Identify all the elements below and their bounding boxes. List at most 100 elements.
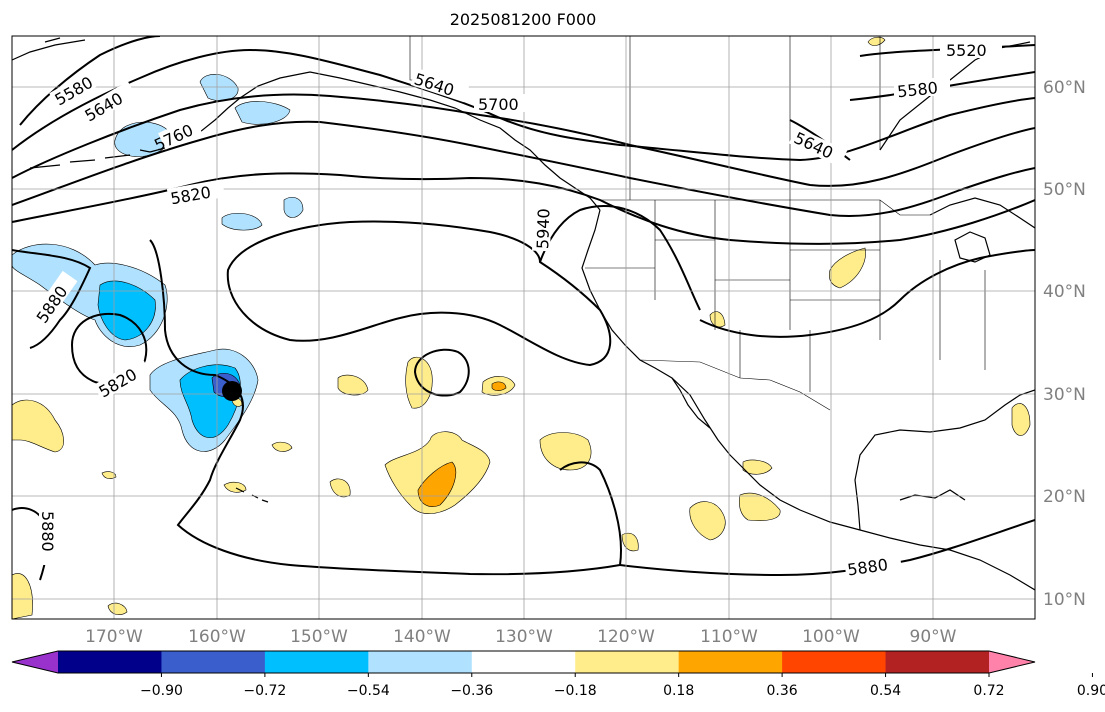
neg-region-gulf-small <box>199 74 239 101</box>
pos-region-n <box>867 36 886 46</box>
contour-label-5820-loop: 5820 <box>95 365 140 402</box>
colorbar-label: 0.90 <box>1077 683 1105 699</box>
pos-region-c-core <box>491 381 507 391</box>
height-contours <box>12 36 1035 581</box>
contour-5580-west <box>19 36 161 126</box>
storm-center-marker <box>222 381 242 401</box>
pos-region-a <box>337 374 369 396</box>
lat-label-50n: 50°N <box>1043 180 1086 200</box>
colorbar-label: −0.18 <box>554 683 597 699</box>
coast-yucatan <box>899 489 966 501</box>
colorbar-outline <box>11 650 1036 674</box>
neg-region-west-core <box>97 280 156 341</box>
colorbar-segment <box>264 651 369 673</box>
colorbar-segment <box>471 651 576 673</box>
contour-5520 <box>859 44 1035 57</box>
contour-label-5700: 5700 <box>478 95 519 114</box>
contour-5940-east <box>539 205 701 311</box>
coast-alaska <box>149 71 601 211</box>
lon-label-140w: 140°W <box>393 627 451 647</box>
shading-negative <box>12 74 304 452</box>
colorbar-segment <box>678 651 783 673</box>
colorbar-label: 0.72 <box>973 683 1004 699</box>
latitude-labels: 60°N 50°N 40°N 30°N 20°N 10°N <box>1043 78 1086 610</box>
lon-label-90w: 90°W <box>910 627 957 647</box>
lat-label-20n: 20°N <box>1043 487 1086 507</box>
colorbar-label: 0.54 <box>870 683 901 699</box>
contour-label-5880-south: 5880 <box>846 555 889 579</box>
lon-label-150w: 150°W <box>290 627 348 647</box>
coast-west-us <box>581 209 1035 591</box>
map-frame <box>11 35 1036 620</box>
pos-region-j <box>329 478 351 498</box>
colorbar-segment <box>885 651 990 673</box>
pos-region-l <box>709 311 726 328</box>
neg-region-gulf <box>234 101 291 125</box>
coast-great-lakes <box>954 231 991 263</box>
colorbar-segment <box>782 651 887 673</box>
colorbar: −0.90 −0.72 −0.54 −0.36 −0.18 0.18 0.36 0.54 0.7… <box>11 650 1105 699</box>
border-states <box>585 200 986 392</box>
lon-label-170w: 170°W <box>85 627 143 647</box>
colorbar-label: −0.36 <box>450 683 493 699</box>
colorbar-label: −0.72 <box>243 683 286 699</box>
contour-5880-small-loop <box>413 348 470 397</box>
contour-5880-outer <box>12 239 1035 576</box>
lat-label-60n: 60°N <box>1043 78 1086 98</box>
contour-label-5640-gulf: 5640 <box>412 69 457 100</box>
lon-label-160w: 160°W <box>188 627 246 647</box>
pos-region-m <box>1011 403 1031 436</box>
pos-region-e <box>539 432 592 471</box>
pos-region-k <box>829 247 866 289</box>
colorbar-segment <box>575 651 680 673</box>
pos-region-q <box>101 471 117 479</box>
contour-label-5940: 5940 <box>533 208 553 249</box>
colorbar-segment <box>161 651 266 673</box>
contour-5940-loop <box>226 220 612 367</box>
pos-region-r <box>107 602 128 615</box>
coast-siberia <box>12 37 86 61</box>
pos-region-f <box>689 501 726 541</box>
colorbar-segment <box>58 651 162 673</box>
pos-region-west-sw <box>12 399 64 453</box>
lat-label-40n: 40°N <box>1043 282 1086 302</box>
contour-label-5580-east: 5580 <box>896 78 938 101</box>
map-title: 2025081200 F000 <box>449 10 597 29</box>
shading-positive <box>12 36 1031 619</box>
coast-hudson <box>929 197 1035 229</box>
border-canada-provinces <box>629 36 881 200</box>
coast-baja <box>671 377 711 429</box>
colorbar-extend-max <box>989 651 1035 673</box>
neg-region-small2 <box>283 196 304 218</box>
graticule <box>12 36 1035 619</box>
contour-5880-south <box>619 519 1035 577</box>
border-us-mexico <box>639 359 831 411</box>
neg-region-small1 <box>221 212 263 231</box>
contour-5760 <box>12 120 1035 217</box>
contour-5700 <box>12 93 1035 187</box>
pos-region-g <box>738 492 781 521</box>
coast-hawaii <box>235 487 269 503</box>
colorbar-label: −0.90 <box>140 683 183 699</box>
contour-5820 <box>12 172 1035 245</box>
contour-label-5820-north: 5820 <box>169 183 212 209</box>
coast-gulf <box>854 389 1035 531</box>
longitude-labels: 170°W 160°W 150°W 140°W 130°W 120°W 110°… <box>85 627 957 647</box>
colorbar-label: −0.54 <box>347 683 390 699</box>
colorbar-label: 0.18 <box>663 683 694 699</box>
coast-aleutians <box>29 149 151 169</box>
colorbar-segment <box>368 651 473 673</box>
lon-label-110w: 110°W <box>700 627 758 647</box>
pos-region-d-core <box>417 461 456 507</box>
lat-label-30n: 30°N <box>1043 385 1086 405</box>
contour-label-5520: 5520 <box>946 41 987 60</box>
pos-region-sw-small <box>12 573 33 619</box>
pos-region-o <box>271 441 293 452</box>
colorbar-label: 0.36 <box>767 683 798 699</box>
contour-labels: 5520 5580 5640 5640 5700 5760 5580 5640 … <box>30 40 1002 580</box>
colorbar-extend-min <box>12 651 58 673</box>
pos-region-i <box>621 532 639 552</box>
lon-label-120w: 120°W <box>597 627 655 647</box>
lon-label-100w: 100°W <box>802 627 860 647</box>
